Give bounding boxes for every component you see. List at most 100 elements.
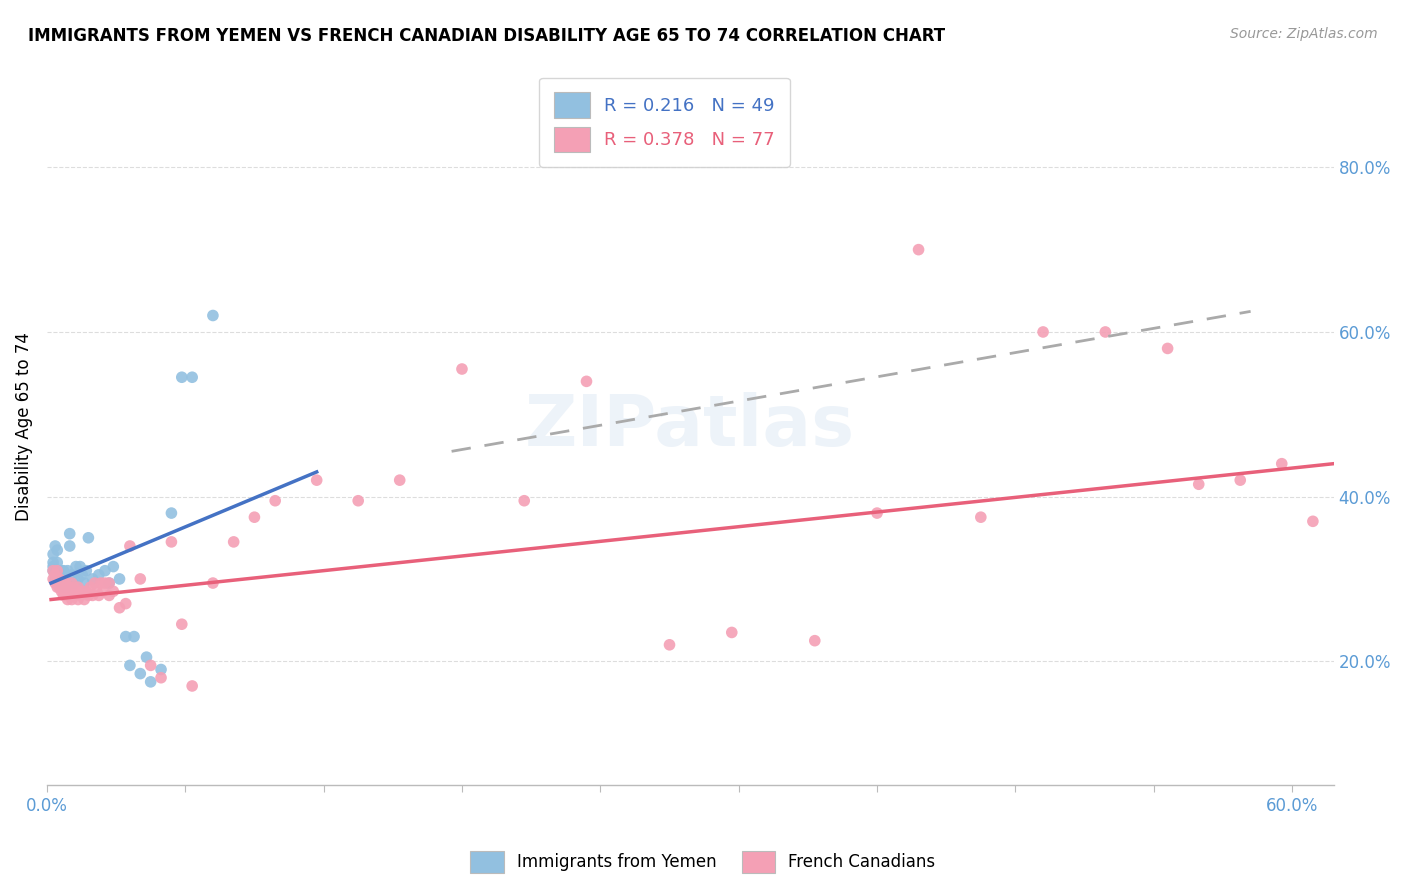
Point — [56, 576, 79, 591]
Point — [65, 584, 87, 599]
Point — [51, 584, 73, 599]
Point — [46, 543, 69, 558]
Point — [139, 674, 162, 689]
Point — [264, 493, 287, 508]
Point — [129, 572, 152, 586]
Point — [77, 531, 100, 545]
Point — [87, 588, 110, 602]
Point — [44, 576, 66, 591]
Point — [150, 663, 173, 677]
Point — [91, 584, 114, 599]
Point — [75, 584, 97, 599]
Point — [98, 576, 121, 591]
Point — [866, 506, 889, 520]
Point — [51, 572, 73, 586]
Point — [44, 572, 66, 586]
Point — [135, 650, 157, 665]
Point — [451, 362, 474, 376]
Point — [305, 473, 328, 487]
Point — [46, 567, 69, 582]
Point — [63, 576, 86, 591]
Point — [51, 576, 73, 591]
Point — [347, 493, 370, 508]
Point — [46, 580, 69, 594]
Point — [103, 559, 125, 574]
Point — [63, 588, 86, 602]
Point — [55, 576, 77, 591]
Point — [56, 564, 79, 578]
Point — [44, 567, 66, 582]
Point — [52, 576, 75, 591]
Point — [59, 526, 82, 541]
Point — [79, 580, 101, 594]
Point — [42, 564, 65, 578]
Point — [1364, 674, 1386, 689]
Point — [129, 666, 152, 681]
Point — [388, 473, 411, 487]
Point — [63, 580, 86, 594]
Point — [59, 584, 82, 599]
Point — [42, 547, 65, 561]
Point — [82, 588, 104, 602]
Point — [170, 617, 193, 632]
Point — [55, 572, 77, 586]
Point — [42, 556, 65, 570]
Point — [114, 597, 136, 611]
Point — [52, 564, 75, 578]
Point — [150, 671, 173, 685]
Point — [55, 580, 77, 594]
Point — [42, 572, 65, 586]
Point — [160, 506, 183, 520]
Point — [66, 572, 89, 586]
Point — [108, 572, 131, 586]
Text: Source: ZipAtlas.com: Source: ZipAtlas.com — [1230, 27, 1378, 41]
Point — [1032, 325, 1054, 339]
Point — [243, 510, 266, 524]
Point — [75, 564, 97, 578]
Point — [42, 559, 65, 574]
Point — [139, 658, 162, 673]
Point — [77, 588, 100, 602]
Point — [66, 580, 89, 594]
Point — [118, 658, 141, 673]
Point — [658, 638, 681, 652]
Point — [46, 572, 69, 586]
Point — [60, 592, 83, 607]
Point — [122, 630, 145, 644]
Point — [82, 572, 104, 586]
Point — [114, 630, 136, 644]
Point — [48, 572, 70, 586]
Point — [1188, 477, 1211, 491]
Point — [513, 493, 536, 508]
Point — [48, 576, 70, 591]
Point — [56, 580, 79, 594]
Point — [94, 564, 117, 578]
Point — [42, 564, 65, 578]
Point — [98, 576, 121, 591]
Point — [1385, 671, 1406, 685]
Point — [103, 584, 125, 599]
Point — [73, 576, 96, 591]
Point — [46, 564, 69, 578]
Point — [69, 588, 91, 602]
Point — [60, 567, 83, 582]
Point — [52, 588, 75, 602]
Point — [1333, 498, 1355, 512]
Point — [118, 539, 141, 553]
Point — [804, 633, 827, 648]
Point — [170, 370, 193, 384]
Point — [86, 584, 108, 599]
Point — [160, 535, 183, 549]
Point — [1094, 325, 1116, 339]
Point — [907, 243, 929, 257]
Point — [1229, 473, 1251, 487]
Legend: Immigrants from Yemen, French Canadians: Immigrants from Yemen, French Canadians — [464, 845, 942, 880]
Text: IMMIGRANTS FROM YEMEN VS FRENCH CANADIAN DISABILITY AGE 65 TO 74 CORRELATION CHA: IMMIGRANTS FROM YEMEN VS FRENCH CANADIAN… — [28, 27, 945, 45]
Y-axis label: Disability Age 65 to 74: Disability Age 65 to 74 — [15, 332, 32, 521]
Point — [90, 576, 112, 591]
Point — [69, 559, 91, 574]
Point — [44, 539, 66, 553]
Point — [46, 564, 69, 578]
Point — [65, 559, 87, 574]
Legend: R = 0.216   N = 49, R = 0.378   N = 77: R = 0.216 N = 49, R = 0.378 N = 77 — [540, 78, 790, 167]
